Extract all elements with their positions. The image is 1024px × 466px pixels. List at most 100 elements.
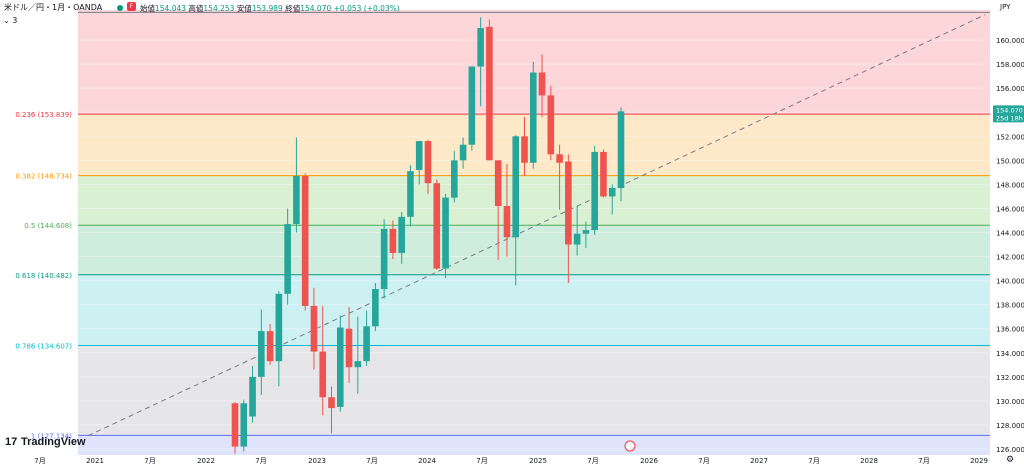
indicator-collapse-button[interactable]: ⌄ 3 (3, 16, 17, 25)
time-tick-label: 2026 (640, 457, 658, 465)
price-tick-label: 156.000 (996, 85, 1024, 93)
candle-body (380, 228, 388, 290)
candle-body (363, 326, 370, 362)
time-tick-label: 2021 (86, 457, 104, 465)
candle-body (284, 224, 291, 294)
time-tick-label: 2029 (970, 457, 988, 465)
fib-band (78, 225, 990, 275)
time-tick-label: 2025 (529, 457, 547, 465)
fib-label: 0.5 (144.608) (24, 222, 72, 230)
flag-icon[interactable]: F (127, 2, 136, 11)
fib-label: 0.382 (148.734) (15, 173, 72, 181)
candle-body (372, 289, 379, 327)
candle-body (486, 26, 493, 161)
market-status-icon (117, 5, 123, 11)
time-tick-label: 2024 (418, 457, 436, 465)
candle-body (301, 175, 309, 306)
price-tick-label: 126.000 (996, 446, 1024, 454)
time-tick-label: 2027 (750, 457, 768, 465)
fib-band (78, 345, 990, 436)
symbol-title[interactable]: 米ドル／円・1月・OANDA (4, 3, 103, 12)
open-value: 154.043 (155, 4, 187, 13)
time-tick-label: 7月 (34, 457, 45, 465)
price-tick-label: 144.000 (996, 230, 1024, 238)
candle-body (310, 305, 318, 352)
candle-body (573, 233, 581, 245)
high-label: 高値 (188, 4, 204, 13)
fib-band (78, 435, 990, 455)
time-tick-label: 7月 (476, 457, 487, 465)
fib-label: 0.618 (140.482) (15, 272, 72, 280)
candle-body (512, 136, 520, 238)
candle-body (494, 160, 502, 207)
chevron-down-icon: ⌄ (3, 16, 13, 25)
last-price-value: 154.070 (996, 106, 1023, 114)
candle-body (468, 66, 476, 145)
ohlc-readout: 始値154.043 高値154.253 安値153.989 終値154.070 … (140, 3, 400, 14)
time-tick-label: 2028 (860, 457, 878, 465)
price-tick-label: 136.000 (996, 326, 1024, 334)
time-tick-label: 7月 (366, 457, 377, 465)
price-tick-label: 158.000 (996, 61, 1024, 69)
candle-body (477, 28, 484, 67)
candle-body (424, 141, 432, 184)
close-label: 終値 (285, 4, 301, 13)
price-tick-label: 150.000 (996, 157, 1024, 165)
candle-body (398, 216, 405, 253)
candle-body (354, 361, 362, 368)
time-tick-label: 7月 (255, 457, 266, 465)
candle-body (582, 230, 590, 234)
candle-body (328, 397, 335, 409)
candle-body (608, 188, 616, 197)
time-tick-label: 7月 (144, 457, 155, 465)
price-tick-label: 138.000 (996, 302, 1024, 310)
fib-label: 0.236 (153.839) (15, 111, 72, 119)
price-tick-label: 140.000 (996, 278, 1024, 286)
candle-body (556, 154, 563, 163)
currency-label[interactable]: JPY (1000, 3, 1011, 11)
candle-body (415, 141, 423, 170)
price-tick-label: 128.000 (996, 422, 1024, 430)
candle-countdown: 25d 18h (996, 114, 1023, 122)
candle-body (547, 95, 555, 155)
time-tick-label: 7月 (587, 457, 598, 465)
high-value: 154.253 (203, 4, 235, 13)
candle-body (442, 197, 449, 269)
fib-label: 1 (127.134) (31, 432, 72, 440)
candle-body (231, 403, 239, 447)
candle-body (617, 111, 625, 188)
lightning-icon (624, 440, 636, 452)
brand-name: TradingView (21, 436, 86, 448)
trend-line (87, 14, 986, 437)
tradingview-logo[interactable]: 17 TradingView (5, 436, 86, 448)
candle-body (407, 171, 414, 217)
candle-body (249, 376, 256, 417)
candle-body (345, 328, 353, 368)
candle-body (266, 331, 274, 362)
gear-icon[interactable]: ⚙ (1006, 455, 1015, 465)
low-value: 153.989 (251, 4, 283, 13)
collapse-count: 3 (12, 16, 18, 25)
candle-body (319, 351, 327, 398)
candle-body (538, 72, 546, 96)
price-tick-label: 148.000 (996, 181, 1024, 189)
candle-body (521, 136, 528, 163)
candle-body (336, 327, 344, 407)
candle-body (503, 206, 511, 238)
price-axis (990, 0, 1024, 466)
time-axis (0, 455, 990, 466)
time-tick-label: 7月 (698, 457, 709, 465)
candle-body (433, 183, 441, 269)
open-label: 始値 (140, 4, 155, 13)
candle-body (389, 228, 397, 253)
candle-body (240, 403, 248, 447)
fib-band (78, 274, 990, 346)
price-tick-label: 142.000 (996, 254, 1024, 262)
time-tick-label: 7月 (808, 457, 819, 465)
candle-body (565, 161, 572, 245)
price-tick-label: 134.000 (996, 350, 1024, 358)
time-tick-label: 2022 (197, 457, 215, 465)
price-tick-label: 160.000 (996, 37, 1024, 45)
low-label: 安値 (236, 4, 252, 13)
